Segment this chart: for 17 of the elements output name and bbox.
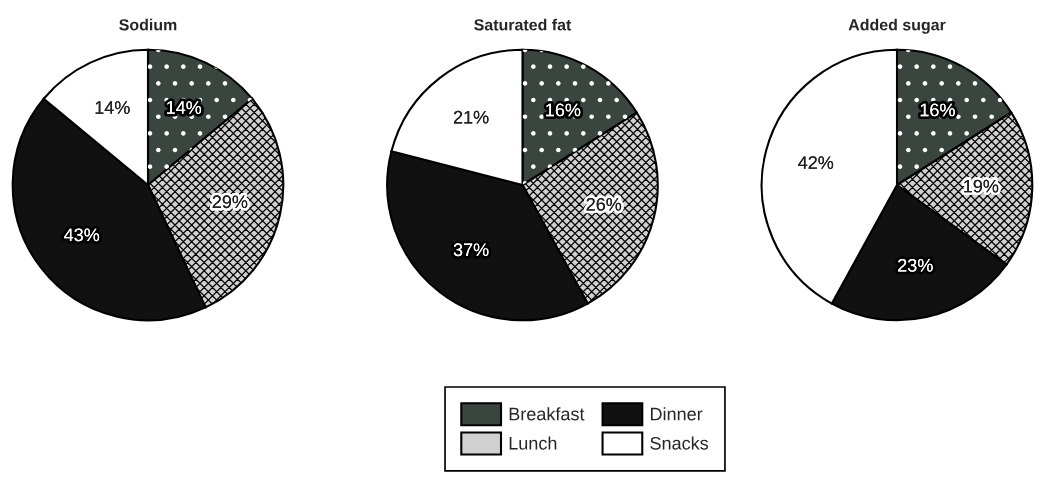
data-label: 16% — [920, 103, 955, 117]
data-label: 43% — [64, 228, 100, 242]
data-label: 26% — [586, 197, 622, 211]
slice-label: Sodium — [119, 18, 177, 31]
slice-label: Saturated fat — [474, 18, 572, 31]
legend-label: Snacks — [650, 436, 709, 450]
legend-label: Breakfast — [509, 407, 585, 421]
data-label: 42% — [798, 156, 834, 169]
slice-label: Added sugar — [848, 18, 946, 34]
data-label: 23% — [898, 258, 933, 272]
legend-label: Dinner — [650, 407, 703, 421]
data-label: 21% — [453, 110, 489, 124]
data-label: 37% — [453, 243, 489, 257]
data-label: 14% — [167, 101, 202, 114]
data-label: 14% — [95, 101, 130, 114]
legend-label: Lunch — [509, 436, 557, 450]
data-label: 16% — [546, 103, 581, 117]
